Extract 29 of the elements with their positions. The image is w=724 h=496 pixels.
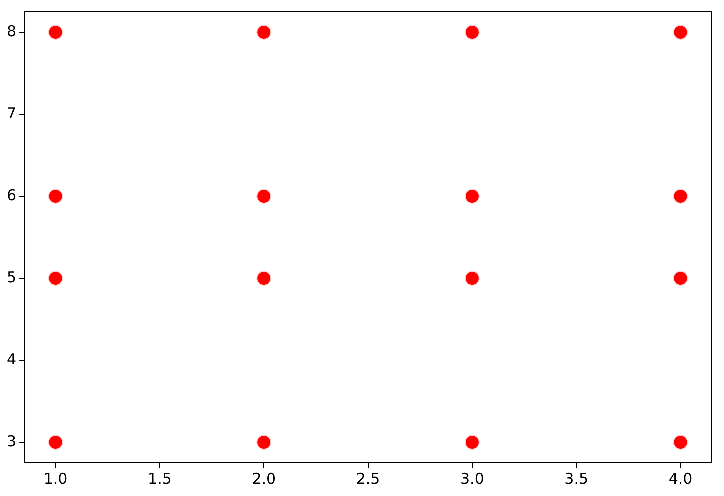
point	[673, 189, 688, 204]
point	[256, 189, 272, 204]
point	[48, 271, 64, 286]
y-tick-label: 5	[6, 268, 17, 286]
point	[464, 25, 480, 40]
point	[48, 189, 64, 204]
point	[673, 25, 688, 40]
y-tick-label: 8	[6, 22, 17, 40]
point	[673, 271, 688, 286]
x-tick-label: 2.0	[252, 470, 276, 488]
x-tick-label: 4.0	[668, 470, 693, 488]
point	[464, 435, 480, 450]
y-tick-label: 7	[6, 104, 17, 122]
y-tick-label: 3	[6, 432, 17, 450]
x-tick-label: 2.5	[356, 470, 380, 488]
point	[48, 435, 64, 450]
x-tick-label: 1.0	[44, 470, 68, 488]
x-tick-label: 1.5	[148, 470, 172, 488]
point	[256, 25, 272, 40]
x-tick-label: 3.5	[564, 470, 589, 488]
point	[256, 271, 272, 286]
point	[48, 25, 64, 40]
point	[464, 271, 480, 286]
point	[673, 435, 688, 450]
y-tick-label: 6	[6, 186, 17, 204]
point	[256, 435, 272, 450]
y-tick-label: 4	[6, 350, 17, 368]
x-tick-label: 3.0	[460, 470, 484, 488]
point	[464, 189, 480, 204]
